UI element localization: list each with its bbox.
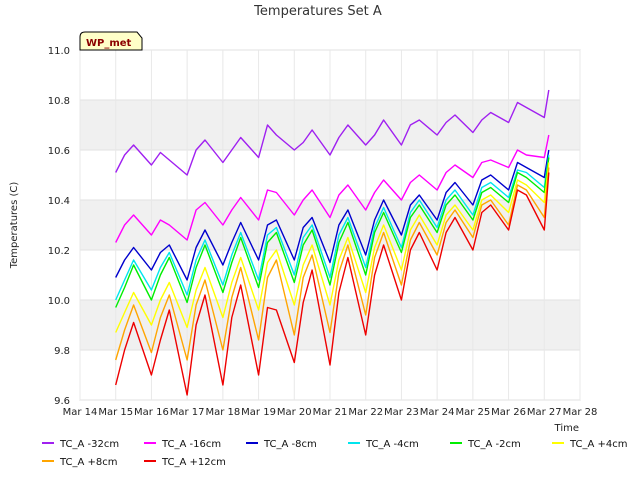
y-tick-label: 10.8 bbox=[48, 96, 70, 107]
legend-label: TC_A -4cm bbox=[365, 439, 419, 450]
y-tick-label: 11.0 bbox=[48, 46, 70, 57]
y-tick-label: 9.8 bbox=[54, 346, 70, 357]
legend-item: TC_A -4cm bbox=[348, 439, 419, 450]
x-tick-label: Mar 14 bbox=[63, 407, 98, 418]
series-line bbox=[115, 149, 550, 281]
x-tick-label: Mar 22 bbox=[348, 407, 383, 418]
legend-label: TC_A +4cm bbox=[569, 439, 628, 450]
legend-item: TC_A +8cm bbox=[42, 457, 118, 468]
series-line bbox=[115, 162, 550, 333]
legend-item: TC_A +4cm bbox=[552, 439, 628, 450]
x-tick-label: Mar 17 bbox=[170, 407, 205, 418]
legend-label: TC_A -16cm bbox=[161, 439, 221, 450]
x-tick-label: Mar 16 bbox=[134, 407, 169, 418]
series-line bbox=[115, 134, 550, 243]
series-lines bbox=[115, 89, 550, 396]
x-tick-labels: Mar 14 Mar 15 Mar 16 Mar 17 Mar 18 Mar 19 Mar … bbox=[63, 407, 598, 418]
series-line bbox=[115, 167, 550, 361]
x-gridlines bbox=[79, 50, 581, 400]
x-tick-label: Mar 25 bbox=[455, 407, 490, 418]
x-tick-label: Mar 28 bbox=[563, 407, 598, 418]
legend-item: TC_A -8cm bbox=[246, 439, 317, 450]
legend-item: TC_A -32cm bbox=[42, 439, 119, 450]
legend-label: TC_A -32cm bbox=[59, 439, 119, 450]
x-tick-label: Mar 27 bbox=[527, 407, 562, 418]
legend-item: TC_A -16cm bbox=[144, 439, 221, 450]
y-tick-label: 10.0 bbox=[48, 296, 70, 307]
y-tick-label: 9.6 bbox=[54, 396, 70, 407]
series-line bbox=[115, 157, 550, 308]
y-tick-label: 10.4 bbox=[48, 196, 70, 207]
series-line bbox=[115, 154, 550, 301]
legend-label: TC_A -2cm bbox=[467, 439, 521, 450]
y-tick-labels: 9.6 9.8 10.0 10.2 10.4 10.6 10.8 11.0 bbox=[48, 46, 70, 407]
legend: TC_A -32cm TC_A -16cm TC_A -8cm TC_A -4cm TC… bbox=[42, 439, 628, 468]
y-tick-label: 10.2 bbox=[48, 246, 70, 257]
x-tick-label: Mar 24 bbox=[420, 407, 455, 418]
x-tick-label: Mar 26 bbox=[491, 407, 526, 418]
y-tick-label: 10.6 bbox=[48, 146, 70, 157]
x-tick-label: Mar 18 bbox=[205, 407, 240, 418]
x-tick-label: Mar 23 bbox=[384, 407, 419, 418]
legend-label: TC_A -8cm bbox=[263, 439, 317, 450]
legend-label: TC_A +12cm bbox=[161, 457, 226, 468]
x-axis-title: Time bbox=[554, 423, 579, 434]
y-axis-title: Temperatures (C) bbox=[9, 182, 20, 270]
x-tick-label: Mar 20 bbox=[277, 407, 312, 418]
series-line bbox=[115, 172, 550, 396]
legend-item: TC_A -2cm bbox=[450, 439, 521, 450]
legend-label: TC_A +8cm bbox=[59, 457, 118, 468]
series-line bbox=[115, 89, 550, 176]
station-badge: WP_met bbox=[79, 31, 143, 51]
badge-label: WP_met bbox=[86, 38, 132, 49]
x-tick-label: Mar 15 bbox=[98, 407, 133, 418]
legend-item: TC_A +12cm bbox=[144, 457, 226, 468]
badge-shape bbox=[79, 31, 143, 51]
chart-title: Temperatures Set A bbox=[253, 4, 382, 19]
x-tick-label: Mar 19 bbox=[241, 407, 276, 418]
x-tick-label: Mar 21 bbox=[313, 407, 348, 418]
